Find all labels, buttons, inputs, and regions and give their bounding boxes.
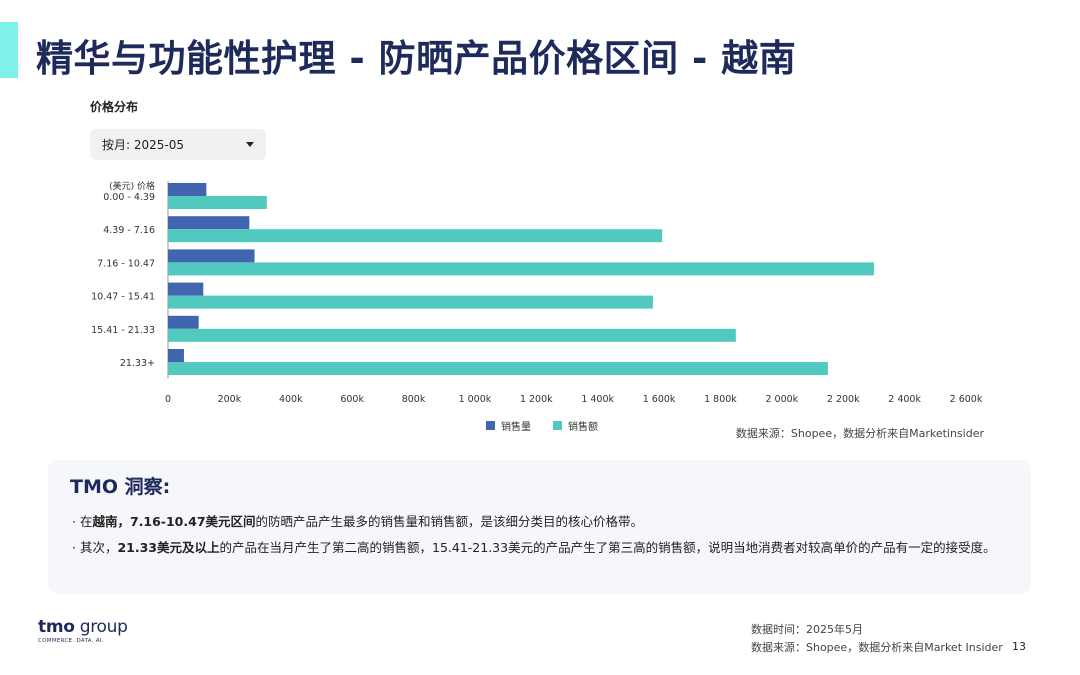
- title-accent-bar: [0, 22, 18, 78]
- x-tick-label-4: 800k: [402, 394, 426, 405]
- bar-volume-4: [168, 315, 199, 329]
- category-label-4: 15.41 - 21.33: [91, 325, 155, 336]
- legend-item-revenue[interactable]: 销售额: [553, 418, 598, 433]
- x-tick-label-8: 1 600k: [643, 394, 676, 405]
- bar-revenue-5: [168, 362, 828, 375]
- category-label-0: 0.00 - 4.39: [103, 192, 155, 203]
- insight-line-1: · 在越南，7.16-10.47美元区间的防晒产品产生最多的销售量和销售额，是该…: [70, 509, 1009, 535]
- bar-volume-0: [168, 183, 207, 196]
- insight-box: TMO 洞察: · 在越南，7.16-10.47美元区间的防晒产品产生最多的销售…: [48, 460, 1031, 594]
- category-label-3: 10.47 - 15.41: [91, 292, 155, 303]
- legend-label-revenue: 销售额: [568, 422, 598, 433]
- bar-revenue-4: [168, 328, 736, 342]
- insight-line-2: · 其次，21.33美元及以上的产品在当月产生了第二高的销售额，15.41-21…: [70, 535, 1009, 561]
- logo-main-text: tmo: [38, 617, 75, 637]
- chart-title: 价格分布: [90, 100, 139, 114]
- page-title: 精华与功能性护理 - 防晒产品价格区间 - 越南: [36, 37, 797, 80]
- bar-volume-3: [168, 282, 204, 296]
- insight-line-1-prefix: · 在: [72, 514, 93, 529]
- x-tick-label-2: 400k: [279, 394, 303, 405]
- insight-line-1-suffix: 的防晒产品产生最多的销售量和销售额，是该细分类目的核心价格带。: [255, 514, 644, 529]
- footer-source: 数据来源：Shopee，数据分析来自Market Insider: [751, 641, 1003, 654]
- month-select-value: 按月: 2025-05: [102, 138, 184, 152]
- legend-swatch-volume: [486, 421, 495, 430]
- x-tick-label-1: 200k: [218, 394, 242, 405]
- bar-volume-1: [168, 216, 250, 230]
- insight-line-2-suffix: 的产品在当月产生了第二高的销售额，15.41-21.33美元的产品产生了第三高的…: [219, 540, 996, 555]
- x-tick-label-13: 2 600k: [950, 394, 983, 405]
- insight-line-2-bold: 21.33美元及以上: [117, 540, 220, 555]
- x-tick-label-7: 1 400k: [581, 394, 614, 405]
- footer-date: 数据时间：2025年5月: [751, 623, 863, 636]
- bar-volume-2: [168, 249, 255, 263]
- legend-label-volume: 销售量: [501, 422, 531, 433]
- tmo-group-logo: tmo group COMMERCE. DATA. AI.: [38, 617, 128, 644]
- chart-legend: 销售量 销售额: [486, 418, 598, 433]
- logo-rest-text: group: [74, 617, 128, 637]
- x-tick-label-6: 1 200k: [520, 394, 553, 405]
- legend-swatch-revenue: [553, 421, 562, 430]
- x-tick-label-5: 1 000k: [459, 394, 492, 405]
- x-tick-label-0: 0: [165, 394, 171, 405]
- logo-tagline: COMMERCE. DATA. AI.: [38, 638, 104, 644]
- x-tick-label-3: 600k: [340, 394, 364, 405]
- x-tick-label-11: 2 200k: [827, 394, 860, 405]
- page-number: 13: [1012, 640, 1026, 653]
- insight-title: TMO 洞察:: [70, 476, 171, 498]
- bar-revenue-2: [168, 262, 874, 276]
- logo-wordmark: tmo group: [38, 617, 128, 637]
- caret-down-icon: [246, 142, 254, 147]
- chart-source: 数据来源：Shopee，数据分析来自Marketinsider: [735, 427, 984, 440]
- x-tick-label-9: 1 800k: [704, 394, 737, 405]
- x-tick-label-12: 2 400k: [888, 394, 921, 405]
- month-select[interactable]: 按月: 2025-05: [90, 129, 266, 160]
- bar-revenue-1: [168, 229, 663, 243]
- bar-revenue-3: [168, 295, 653, 309]
- insight-line-1-bold: 越南，7.16-10.47美元区间: [92, 514, 256, 529]
- bar-volume-5: [168, 349, 184, 362]
- category-label-1: 4.39 - 7.16: [103, 225, 155, 236]
- x-tick-label-10: 2 000k: [765, 394, 798, 405]
- legend-item-volume[interactable]: 销售量: [486, 418, 531, 433]
- bar-revenue-0: [168, 196, 267, 209]
- y-axis-title: (美元) 价格: [109, 180, 155, 192]
- insight-line-2-prefix: · 其次，: [72, 540, 118, 555]
- category-label-2: 7.16 - 10.47: [97, 258, 155, 269]
- category-label-5: 21.33+: [120, 358, 155, 369]
